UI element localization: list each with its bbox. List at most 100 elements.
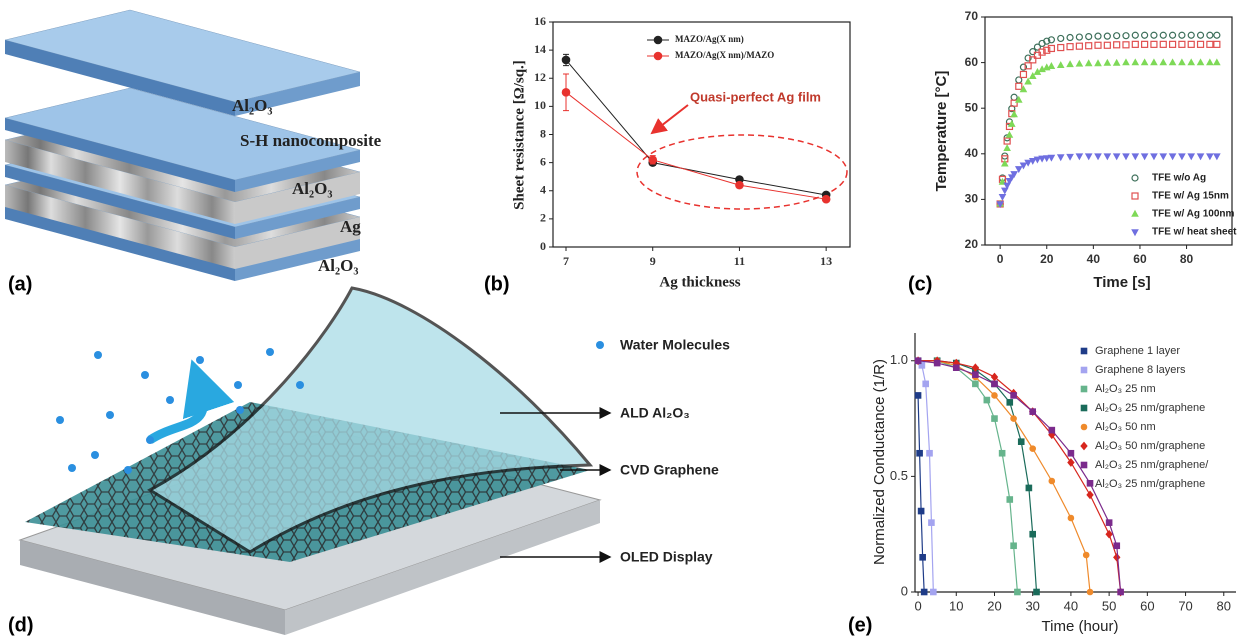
series-line	[918, 395, 924, 592]
data-point	[1188, 154, 1195, 160]
data-point	[1169, 59, 1176, 65]
data-point	[1087, 491, 1094, 499]
data-point	[1058, 45, 1064, 51]
layer-label: Ag	[340, 217, 361, 236]
data-point	[999, 194, 1006, 200]
data-point	[1004, 145, 1011, 151]
data-point	[915, 392, 921, 398]
x-tick-label: 20	[987, 598, 1001, 613]
data-point	[1197, 59, 1204, 65]
data-point	[1141, 154, 1148, 160]
data-point	[1142, 41, 1148, 47]
x-tick-label: 13	[820, 254, 832, 268]
legend-marker	[654, 36, 662, 44]
y-tick-label: 50	[965, 100, 979, 114]
data-point	[917, 450, 923, 456]
data-point	[1214, 59, 1221, 65]
data-point	[1207, 32, 1213, 38]
data-point	[1095, 42, 1101, 48]
x-tick-label: 40	[1064, 598, 1078, 613]
x-tick-label: 50	[1102, 598, 1116, 613]
series-line	[918, 361, 1121, 592]
panel-label: (c)	[908, 273, 932, 295]
y-tick-label: 8	[540, 126, 546, 140]
legend-marker	[654, 52, 662, 60]
data-point	[1207, 59, 1214, 65]
legend-label: Graphene 1 layer	[1095, 342, 1180, 361]
legend-marker	[1132, 175, 1138, 181]
x-tick-label: 9	[650, 254, 656, 268]
data-point	[1160, 41, 1166, 47]
data-point	[1068, 450, 1074, 456]
data-point	[923, 381, 929, 387]
data-point	[1026, 485, 1032, 491]
data-point	[1151, 41, 1157, 47]
data-point	[991, 381, 997, 387]
layer-label: Al₂O₃	[318, 256, 358, 275]
data-point	[1095, 60, 1102, 66]
data-point	[1018, 439, 1024, 445]
data-point	[1058, 35, 1064, 41]
y-axis-label: Sheet resistance [Ω/sq.]	[511, 60, 527, 210]
layer-label: Al₂O₃	[292, 179, 332, 198]
data-point	[1104, 42, 1110, 48]
y-tick-label: 6	[540, 154, 546, 168]
data-point	[1007, 399, 1013, 405]
panel-label: (b)	[484, 273, 510, 295]
data-point	[1011, 94, 1017, 100]
data-point	[1095, 33, 1101, 39]
data-point	[1076, 34, 1082, 40]
legend-label: Al₂O₃ 25 nm/graphene/ Al₂O₃ 25 nm/graphe…	[1095, 456, 1208, 494]
data-point	[1179, 41, 1185, 47]
legend-label: Al₂O₃ 50 nm	[1095, 418, 1156, 437]
data-point	[1057, 155, 1064, 161]
data-point	[1151, 32, 1157, 38]
data-point	[1188, 59, 1195, 65]
data-point	[972, 372, 978, 378]
y-tick-label: 2	[540, 211, 546, 225]
data-point	[1067, 154, 1074, 160]
x-tick-label: 70	[1178, 598, 1192, 613]
data-point	[1113, 553, 1120, 561]
data-point	[1014, 589, 1020, 595]
data-point	[1151, 59, 1158, 65]
data-point	[928, 520, 934, 526]
legend-label: MAZO/Ag(X nm)/MAZO	[675, 50, 774, 60]
legend-marker	[1132, 193, 1138, 199]
data-point	[1020, 71, 1026, 77]
data-point	[1083, 552, 1089, 558]
y-tick-label: 16	[534, 14, 546, 28]
data-point	[1016, 83, 1022, 89]
y-tick-label: 12	[534, 70, 546, 84]
x-tick-label: 40	[1087, 252, 1101, 266]
data-point	[1141, 59, 1148, 65]
data-point	[1160, 32, 1166, 38]
legend-label: Al₂O₃ 50 nm/graphene	[1095, 437, 1205, 456]
x-axis-label: Time [s]	[1093, 274, 1150, 291]
data-point	[1095, 154, 1102, 160]
data-point	[735, 181, 743, 189]
legend-label: TFE w/o Ag	[1152, 173, 1206, 184]
series-line	[918, 361, 1121, 592]
data-point	[1207, 154, 1214, 160]
data-point	[822, 195, 830, 203]
data-point	[562, 88, 570, 96]
data-point	[1007, 497, 1013, 503]
diagram-label: ALD Al₂O₃	[620, 405, 690, 421]
data-point	[991, 392, 997, 398]
data-point	[1170, 32, 1176, 38]
y-tick-label: 20	[965, 237, 979, 251]
data-point	[1132, 154, 1139, 160]
data-point	[1198, 41, 1204, 47]
x-tick-label: 7	[563, 254, 569, 268]
y-tick-label: 10	[534, 98, 546, 112]
legend-marker	[1081, 405, 1087, 411]
y-tick-label: 1.0	[890, 352, 908, 367]
data-point	[1030, 446, 1036, 452]
data-point	[1011, 392, 1017, 398]
diagram-label: CVD Graphene	[620, 462, 719, 478]
data-point	[1104, 154, 1111, 160]
x-tick-label: 0	[997, 252, 1004, 266]
data-point	[1104, 59, 1111, 65]
legend-label: Al₂O₃ 25 nm/graphene	[1095, 399, 1205, 418]
